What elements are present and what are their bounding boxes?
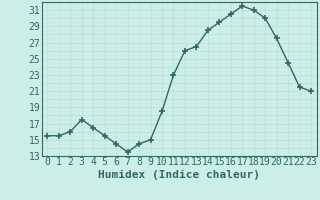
- X-axis label: Humidex (Indice chaleur): Humidex (Indice chaleur): [98, 170, 260, 180]
